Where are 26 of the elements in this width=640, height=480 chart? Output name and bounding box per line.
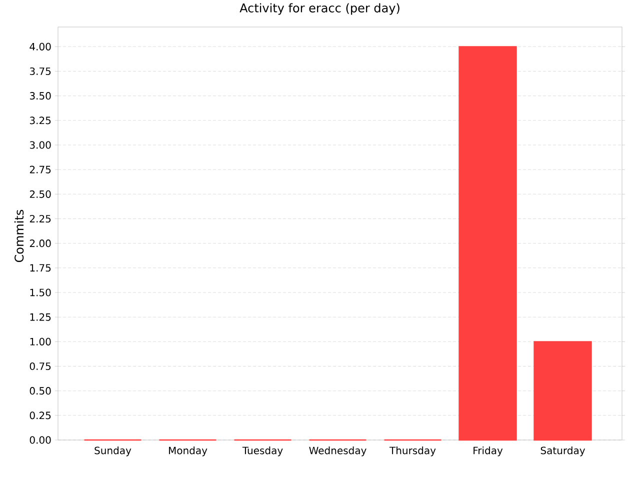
y-tick-label: 1.75 xyxy=(30,264,51,272)
y-tick-label: 2.25 xyxy=(30,214,51,223)
y-tick-label: 2.50 xyxy=(30,190,51,198)
y-tick-label: 0.25 xyxy=(30,412,51,420)
y-tick-label: 1.00 xyxy=(30,338,51,346)
y-tick-label: 3.50 xyxy=(30,92,51,100)
y-tick-label: 3.25 xyxy=(30,116,51,124)
y-tick-label: 1.25 xyxy=(30,313,51,321)
x-tick-label: Sunday xyxy=(94,446,132,456)
y-tick-label: 3.75 xyxy=(30,67,51,76)
y-tick-label: 2.75 xyxy=(30,166,51,174)
y-tick-label: 0.00 xyxy=(30,436,51,444)
x-tick-label: Friday xyxy=(474,446,503,456)
x-tick-label: Wednesday xyxy=(309,446,366,456)
y-tick-label: 0.75 xyxy=(30,362,51,370)
y-tick-label: 4.00 xyxy=(30,42,51,50)
x-tick-label: Tuesday xyxy=(242,446,283,456)
y-tick-label: 1.50 xyxy=(30,288,51,296)
y-tick-label: 3.00 xyxy=(30,141,51,149)
chart-title: Activity for eracc (per day) xyxy=(240,3,400,15)
y-axis-title: Commits xyxy=(14,210,24,262)
x-tick-label: Monday xyxy=(169,446,208,456)
x-tick-label: Thursday xyxy=(389,446,436,456)
y-tick-label: 0.50 xyxy=(30,387,51,395)
x-tick-label: Saturday xyxy=(540,446,586,456)
y-tick-label: 2.00 xyxy=(30,240,51,248)
